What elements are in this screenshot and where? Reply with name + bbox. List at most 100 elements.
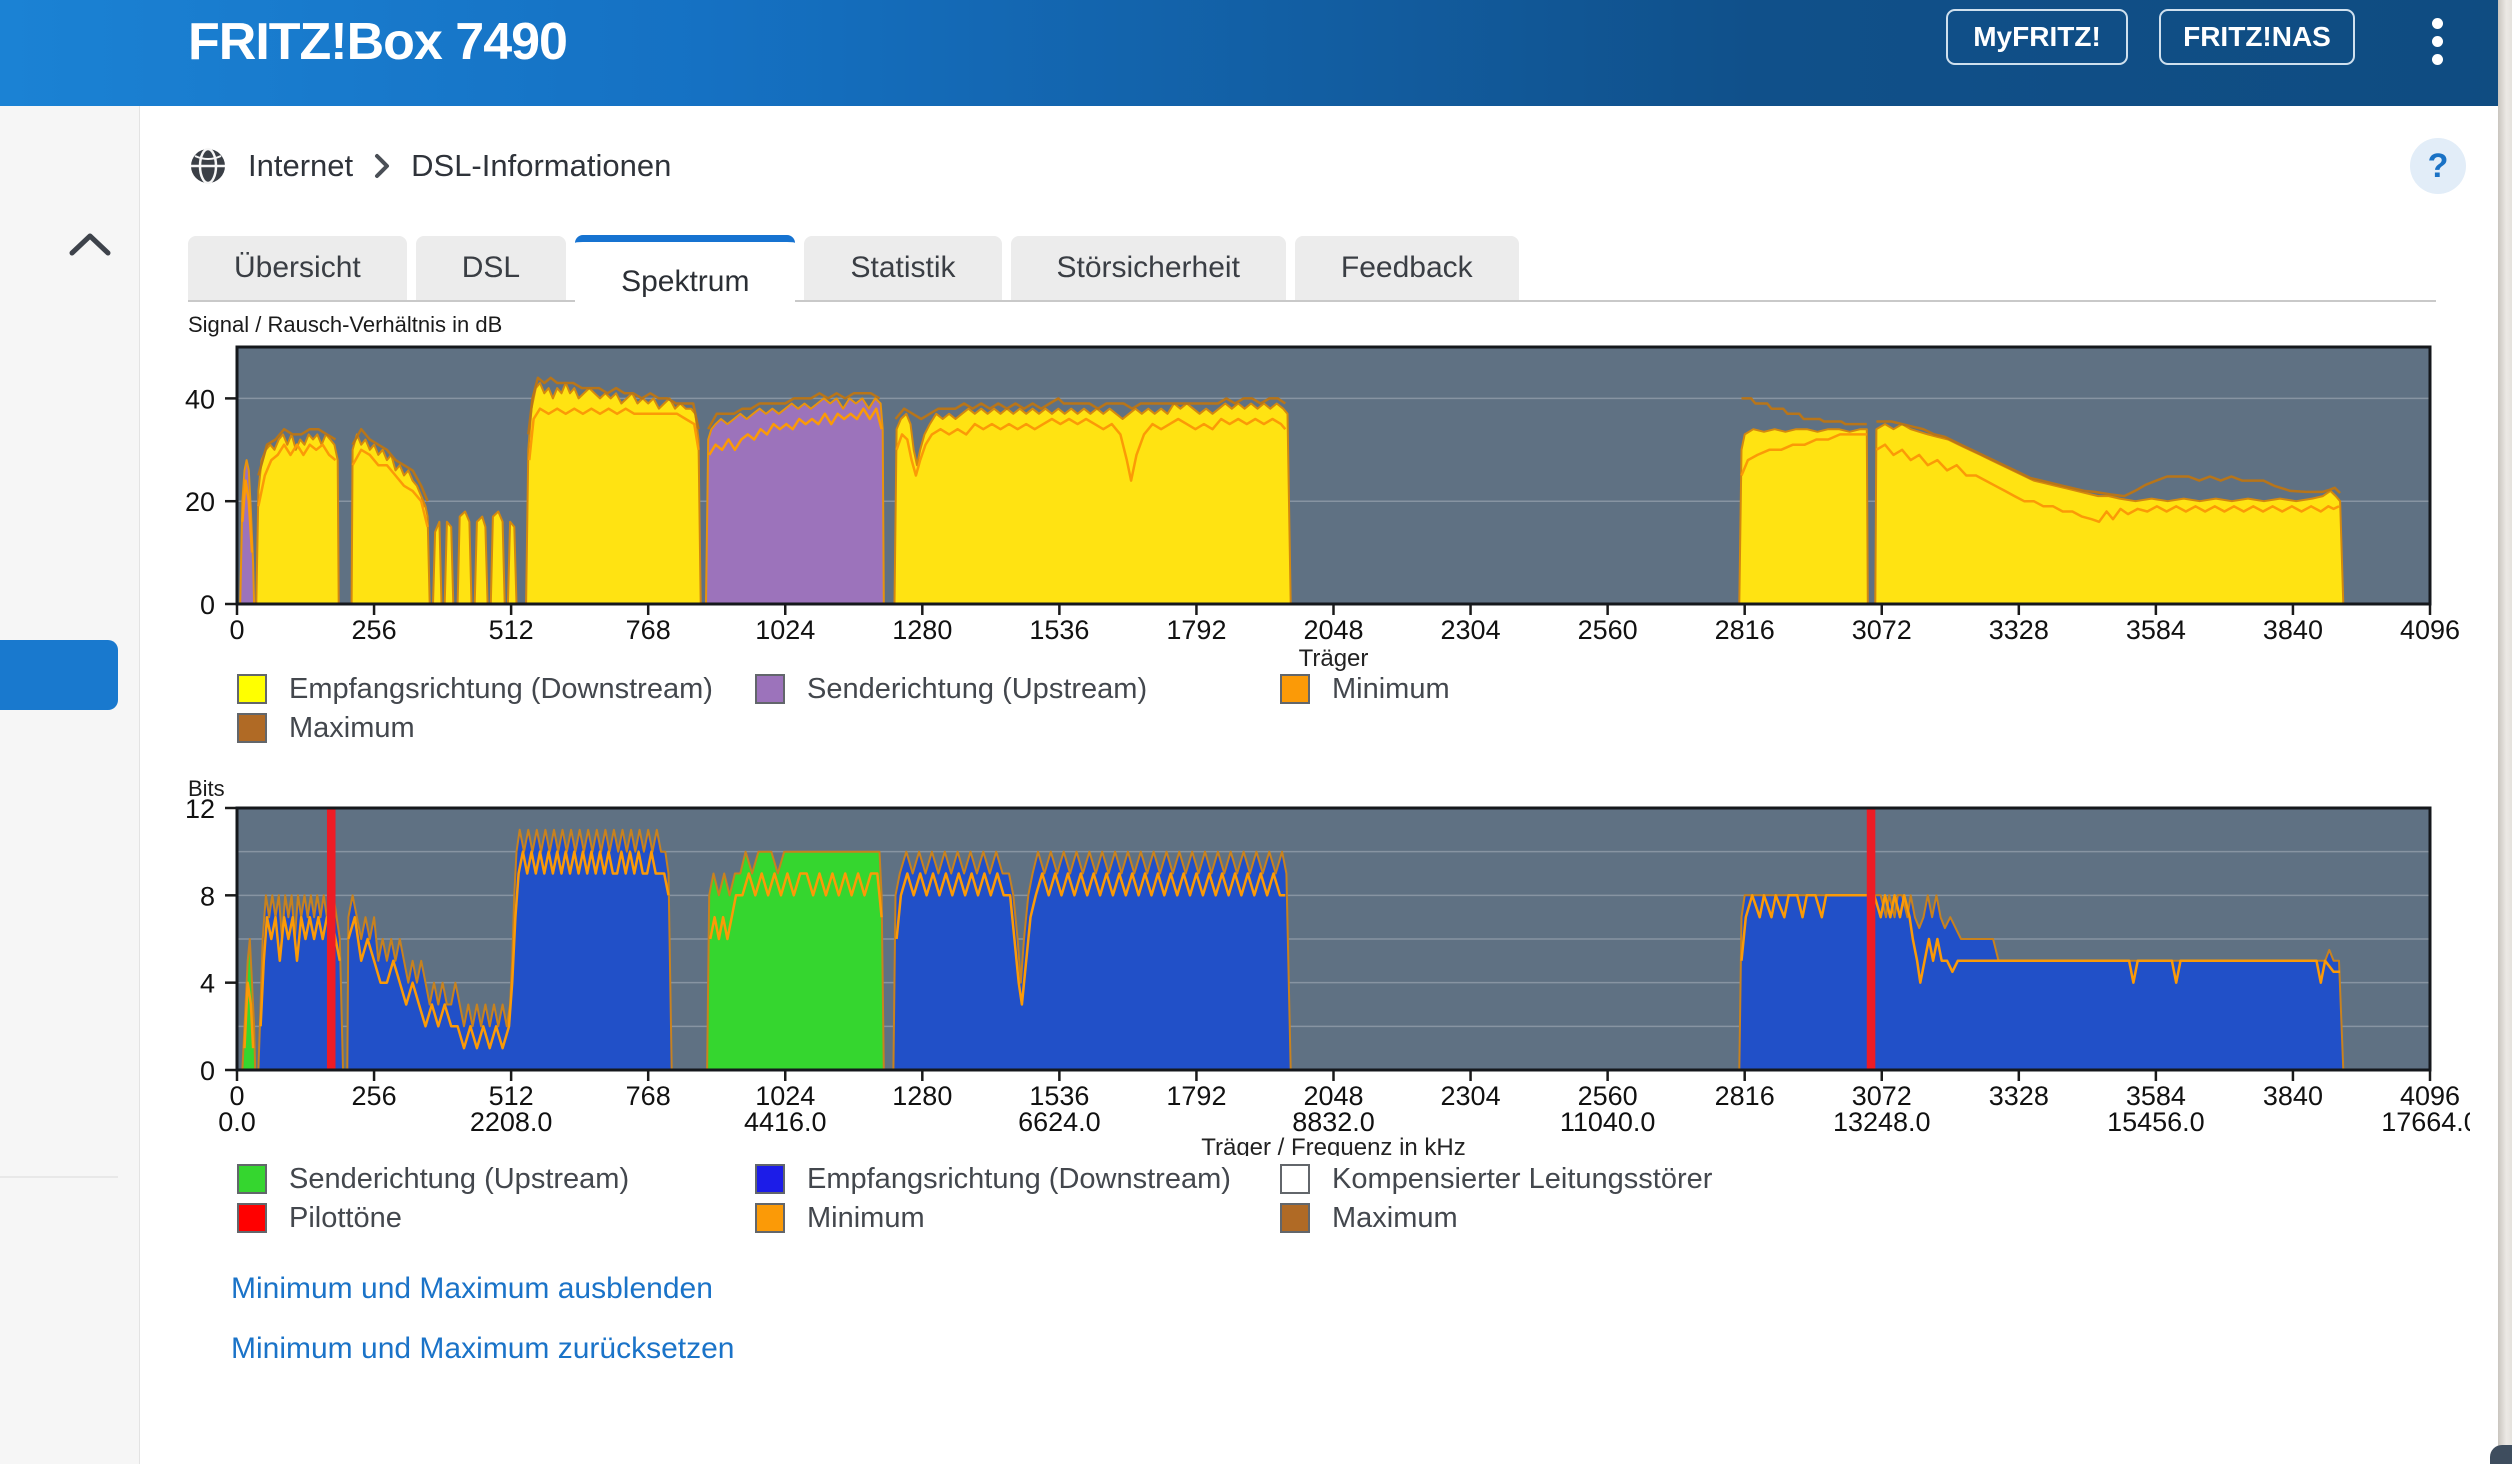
legend-item: Maximum [237,711,415,745]
reset-minmax-link[interactable]: Minimum und Maximum zurücksetzen [231,1332,734,1366]
breadcrumb-section[interactable]: Internet [248,148,353,184]
svg-text:Träger / Frequenz in kHz: Träger / Frequenz in kHz [1201,1134,1466,1156]
svg-text:1536: 1536 [1029,615,1089,645]
legend-label: Empfangsrichtung (Downstream) [807,1163,1231,1196]
svg-text:2208.0: 2208.0 [470,1107,553,1137]
legend-swatch [237,674,267,704]
svg-text:2816: 2816 [1715,615,1775,645]
snr-spectrum-chart: 0 256 512 768 1024 1280 1536 1792 2048 2304 2560 28… [150,335,2470,675]
svg-text:15456.0: 15456.0 [2107,1107,2205,1137]
legend-item: Minimum [755,1201,925,1235]
legend-swatch [755,674,785,704]
svg-text:6624.0: 6624.0 [1018,1107,1101,1137]
vertical-scrollbar[interactable] [2498,0,2512,1464]
svg-text:3584: 3584 [2126,615,2186,645]
legend-swatch [237,713,267,743]
legend-label: Maximum [289,712,415,745]
svg-text:1280: 1280 [892,1081,952,1111]
help-button[interactable]: ? [2410,138,2466,194]
snr-chart-legend: Empfangsrichtung (Downstream) Senderichtu… [237,672,2037,752]
legend-label: Senderichtung (Upstream) [807,673,1147,706]
svg-text:256: 256 [352,615,397,645]
svg-text:2304: 2304 [1441,615,1501,645]
svg-text:1024: 1024 [755,615,815,645]
tab-störsicherheit[interactable]: Störsicherheit [1011,236,1286,300]
svg-text:2560: 2560 [1578,615,1638,645]
svg-text:1792: 1792 [1166,1081,1226,1111]
svg-text:0: 0 [229,615,244,645]
svg-text:0.0: 0.0 [218,1107,256,1137]
tab-spektrum[interactable]: Spektrum [575,235,795,321]
svg-text:2816: 2816 [1715,1081,1775,1111]
svg-text:20: 20 [185,487,215,517]
tab-übersicht[interactable]: Übersicht [188,236,407,300]
sidebar-collapse-button[interactable] [58,222,122,266]
sidebar [0,106,140,1464]
svg-text:768: 768 [626,615,671,645]
breadcrumb: Internet DSL-Informationen [188,140,671,192]
legend-item: Empfangsrichtung (Downstream) [755,1162,1231,1196]
legend-label: Maximum [1332,1202,1458,1235]
legend-label: Kompensierter Leitungsstörer [1332,1163,1712,1196]
svg-text:17664.0: 17664.0 [2381,1107,2470,1137]
svg-text:1792: 1792 [1166,615,1226,645]
legend-label: Senderichtung (Upstream) [289,1163,629,1196]
legend-item: Minimum [1280,672,1450,706]
svg-text:256: 256 [352,1081,397,1111]
breadcrumb-page: DSL-Informationen [411,148,671,184]
legend-swatch [237,1203,267,1233]
svg-text:3840: 3840 [2263,1081,2323,1111]
svg-text:40: 40 [185,384,215,414]
svg-text:2048: 2048 [1303,615,1363,645]
legend-swatch [237,1164,267,1194]
kebab-menu-icon[interactable] [2424,13,2450,69]
svg-text:0: 0 [200,590,215,620]
legend-swatch [1280,1164,1310,1194]
svg-text:2304: 2304 [1441,1081,1501,1111]
fritzbox-page: FRITZ!Box 7490 MyFRITZ! FRITZ!NAS Intern… [0,0,2512,1464]
legend-label: Pilottöne [289,1202,402,1235]
svg-text:3072: 3072 [1852,615,1912,645]
sidebar-active-item[interactable] [0,640,118,710]
hide-minmax-link[interactable]: Minimum und Maximum ausblenden [231,1272,713,1306]
legend-item: Empfangsrichtung (Downstream) [237,672,713,706]
svg-text:0: 0 [200,1056,215,1086]
svg-text:4416.0: 4416.0 [744,1107,827,1137]
svg-text:3328: 3328 [1989,1081,2049,1111]
legend-label: Minimum [807,1202,925,1235]
legend-item: Maximum [1280,1201,1458,1235]
svg-text:8832.0: 8832.0 [1292,1107,1375,1137]
legend-item: Pilottöne [237,1201,402,1235]
tab-bar: ÜbersichtDSLSpektrumStatistikStörsicherh… [188,233,2436,302]
chevron-right-icon [373,153,391,179]
svg-text:4096: 4096 [2400,615,2460,645]
app-header: FRITZ!Box 7490 MyFRITZ! FRITZ!NAS [0,0,2512,106]
svg-text:11040.0: 11040.0 [1560,1107,1656,1137]
bits-spectrum-chart: 0256512768102412801536179220482304256028… [150,796,2470,1156]
tab-feedback[interactable]: Feedback [1295,236,1519,300]
svg-text:3328: 3328 [1989,615,2049,645]
bits-chart-legend: Senderichtung (Upstream) Empfangsrichtung… [237,1162,2037,1242]
fritznas-button[interactable]: FRITZ!NAS [2159,9,2355,65]
myfritz-button[interactable]: MyFRITZ! [1946,9,2128,65]
legend-swatch [755,1203,785,1233]
svg-text:1280: 1280 [892,615,952,645]
chevron-up-icon [68,231,112,257]
legend-swatch [1280,1203,1310,1233]
legend-item: Senderichtung (Upstream) [237,1162,629,1196]
svg-text:512: 512 [489,615,534,645]
svg-text:3840: 3840 [2263,615,2323,645]
svg-text:8: 8 [200,881,215,911]
legend-swatch [755,1164,785,1194]
legend-swatch [1280,674,1310,704]
scroll-corner [2490,1445,2512,1464]
legend-label: Empfangsrichtung (Downstream) [289,673,713,706]
svg-text:768: 768 [626,1081,671,1111]
tab-dsl[interactable]: DSL [416,236,566,300]
globe-icon [188,146,228,186]
tab-statistik[interactable]: Statistik [804,236,1001,300]
legend-item: Kompensierter Leitungsstörer [1280,1162,1712,1196]
svg-text:Träger: Träger [1299,645,1369,672]
svg-text:12: 12 [185,796,215,824]
svg-text:4: 4 [200,969,215,999]
